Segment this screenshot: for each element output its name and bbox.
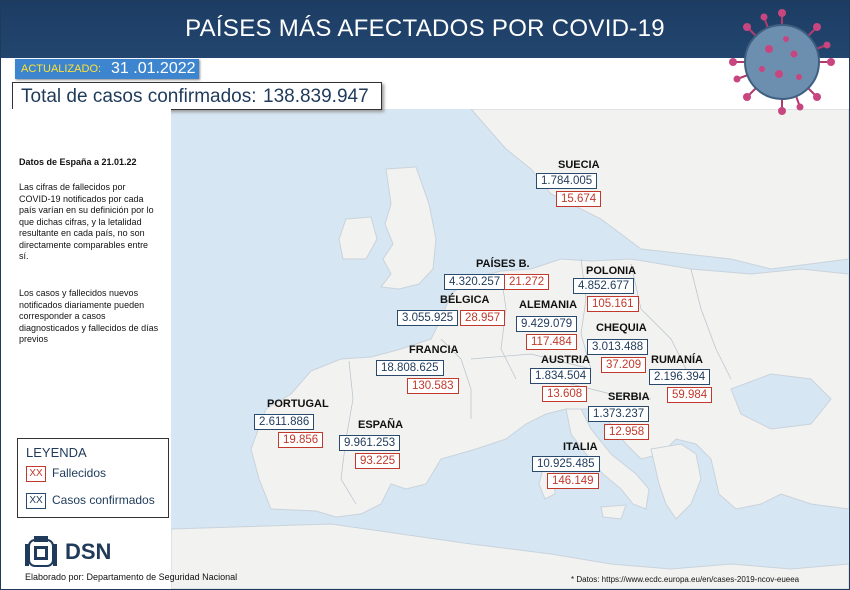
- europe-map: [171, 109, 849, 589]
- cases-serbia: 1.373.237: [588, 406, 650, 422]
- scandinavia-landmass: [470, 109, 849, 270]
- page-title: PAÍSES MÁS AFECTADOS POR COVID-19: [185, 15, 665, 42]
- dsn-logo-text: DSN: [65, 539, 112, 564]
- total-cases-value: 138.839.947: [263, 86, 369, 107]
- cases-suecia: 1.784.005: [536, 173, 598, 189]
- deaths-paises-bajos: 21.272: [504, 274, 550, 290]
- north-africa-landmass: [171, 523, 849, 589]
- footer-credit: Elaborado por: Departamento de Seguridad…: [25, 572, 238, 582]
- deaths-rumania: 59.984: [667, 387, 713, 403]
- country-name-belgica: BÉLGICA: [440, 294, 490, 306]
- italy-landmass: [565, 408, 650, 510]
- deaths-suecia: 15.674: [556, 191, 602, 207]
- deaths-espana: 93.225: [355, 453, 401, 469]
- legend-deaths-label: Fallecidos: [52, 466, 107, 480]
- country-name-chequia: CHEQUIA: [596, 322, 647, 334]
- deaths-austria: 13.608: [542, 386, 588, 402]
- deaths-definition-note: Las cifras de fallecidos por COVID-19 no…: [19, 182, 154, 261]
- deaths-polonia: 105.161: [587, 296, 639, 312]
- country-name-alemania: ALEMANIA: [519, 299, 578, 311]
- cases-austria: 1.834.504: [530, 368, 592, 384]
- country-name-suecia: SUECIA: [558, 159, 600, 171]
- country-name-austria: AUSTRIA: [541, 354, 590, 366]
- balkans-landmass: [650, 443, 702, 520]
- uk-landmass: [380, 166, 437, 290]
- updated-badge: ACTUALIZADO: 31 .01.2022: [15, 59, 199, 79]
- cases-paises-bajos: 4.320.257: [444, 274, 506, 290]
- cases-italia: 10.925.485: [532, 456, 600, 472]
- cases-espana: 9.961.253: [339, 435, 401, 451]
- legend-cases-label: Casos confirmados: [52, 493, 155, 507]
- deaths-belgica: 28.957: [460, 310, 506, 326]
- deaths-portugal: 19.856: [278, 432, 324, 448]
- cases-belgica: 3.055.925: [397, 310, 459, 326]
- deaths-francia: 130.583: [407, 378, 459, 394]
- country-name-polonia: POLONIA: [586, 265, 637, 277]
- cases-francia: 18.808.625: [376, 360, 444, 376]
- country-name-paises-bajos: PAÍSES B.: [476, 258, 530, 270]
- country-name-serbia: SERBIA: [608, 391, 650, 403]
- cases-polonia: 4.852.677: [573, 278, 635, 294]
- updated-date: 31 .01.2022: [111, 60, 196, 77]
- header-bar: [1, 1, 849, 58]
- deaths-italia: 146.149: [547, 473, 599, 489]
- spain-date-note: Datos de España a 21.01.22: [19, 157, 137, 167]
- deaths-serbia: 12.958: [604, 424, 650, 440]
- cases-chequia: 3.013.488: [587, 339, 649, 355]
- cases-portugal: 2.611.886: [254, 414, 315, 430]
- data-source-note: * Datos: https://www.ecdc.europa.eu/en/c…: [571, 575, 800, 584]
- total-cases-box: Total de casos confirmados: 138.839.947: [12, 82, 382, 110]
- daily-reporting-note: Los casos y fallecidos nuevos notificado…: [19, 288, 159, 344]
- cases-alemania: 9.429.079: [516, 316, 578, 332]
- country-name-francia: FRANCIA: [409, 344, 459, 356]
- black-sea: [730, 373, 832, 430]
- cases-rumania: 2.196.394: [649, 369, 711, 385]
- legend-title: LEYENDA: [26, 445, 87, 460]
- deaths-chequia: 37.209: [601, 357, 647, 373]
- country-name-italia: ITALIA: [563, 441, 598, 453]
- legend: LEYENDA XX Fallecidos XX Casos confirmad…: [17, 438, 169, 518]
- total-cases-label: Total de casos confirmados:: [21, 86, 257, 107]
- country-name-rumania: RUMANÍA: [651, 354, 703, 366]
- country-name-portugal: PORTUGAL: [267, 398, 329, 410]
- deaths-alemania: 117.484: [526, 334, 577, 350]
- legend-deaths-swatch: XX: [26, 466, 46, 482]
- coronavirus-icon: [729, 9, 835, 115]
- dsn-emblem-icon: [25, 536, 57, 567]
- legend-cases-swatch: XX: [26, 493, 46, 509]
- ireland-landmass: [338, 216, 378, 260]
- updated-label: ACTUALIZADO:: [21, 63, 102, 75]
- sicily-landmass: [600, 504, 627, 520]
- country-name-espana: ESPAÑA: [358, 419, 404, 431]
